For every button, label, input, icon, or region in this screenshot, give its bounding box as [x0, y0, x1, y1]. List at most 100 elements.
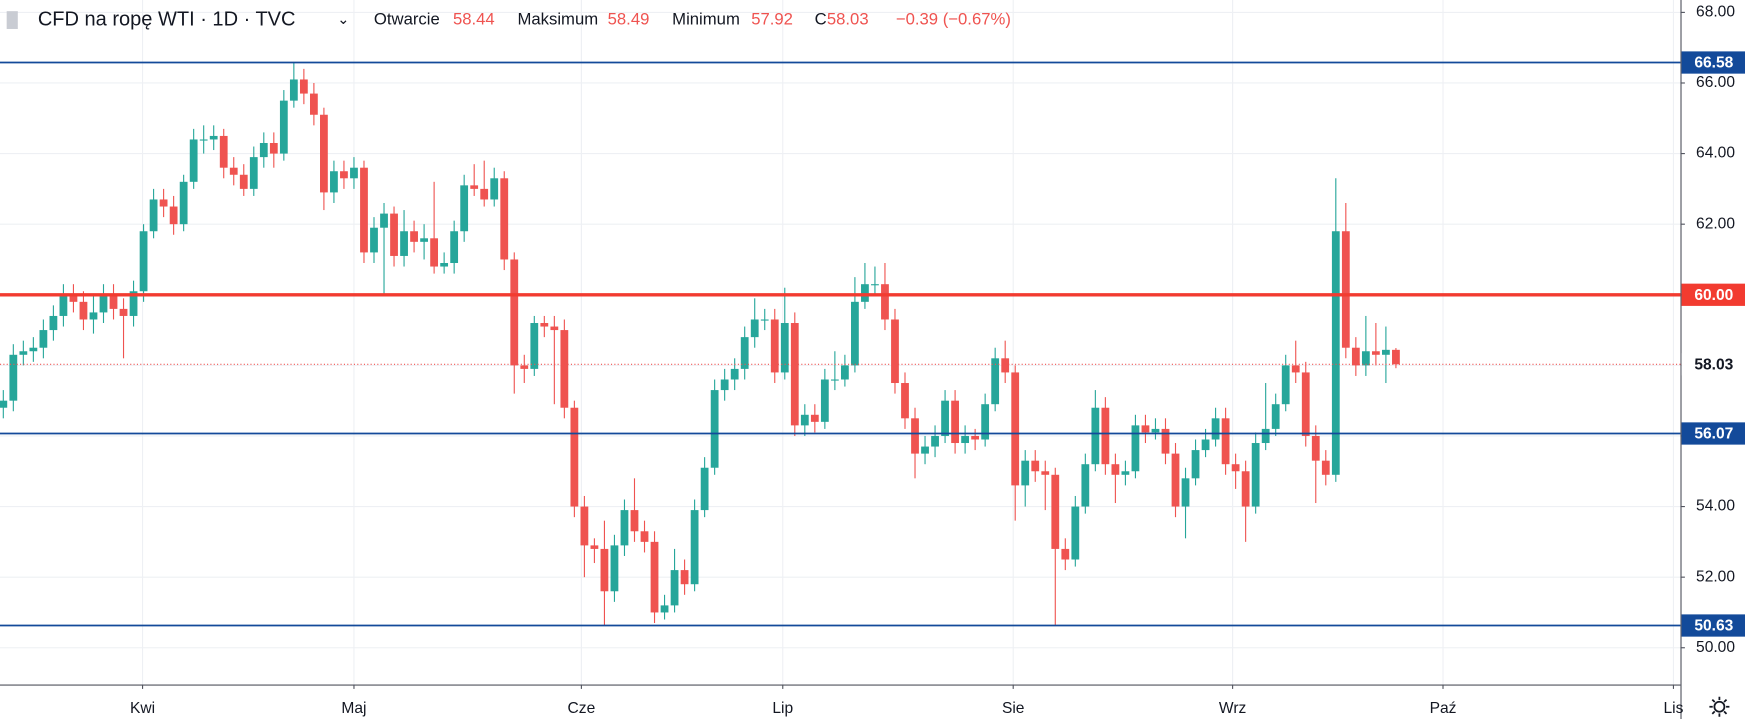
price-badge	[1681, 422, 1745, 445]
candle-body	[330, 171, 338, 193]
legend-value: 58.49	[608, 9, 650, 28]
candle-body	[1001, 358, 1010, 373]
candle-body	[340, 171, 348, 179]
candle-body	[9, 354, 18, 401]
candle-body	[1021, 460, 1030, 486]
candle-body	[1081, 464, 1090, 507]
candle-body	[1261, 428, 1270, 444]
candle-body	[550, 326, 559, 331]
candle-body	[830, 379, 839, 381]
candle-body	[350, 167, 358, 179]
price-badge	[1681, 614, 1745, 637]
candle-body	[600, 548, 609, 592]
candle-body	[269, 142, 278, 154]
candle-body	[19, 351, 28, 355]
candle-body	[1061, 548, 1070, 560]
candle-body	[530, 323, 539, 369]
candle-body	[500, 178, 509, 260]
candle-body	[279, 100, 288, 154]
axes: 50.0052.0054.0056.0058.0060.0062.0064.00…	[130, 4, 1745, 717]
candle-body	[1341, 231, 1350, 348]
candle-body	[690, 510, 699, 585]
candle-body	[840, 365, 849, 380]
candle-body	[590, 545, 599, 549]
gear-hub[interactable]	[1713, 700, 1726, 713]
candle-body	[1191, 450, 1200, 479]
candle-body	[169, 206, 178, 225]
candle-body	[420, 238, 428, 242]
legend-value: 57.92	[751, 9, 793, 28]
candle-body	[79, 301, 88, 320]
price-badge	[1681, 51, 1745, 74]
candle-body	[360, 167, 368, 253]
x-tick-label: Kwi	[130, 700, 155, 717]
candle-body	[179, 181, 188, 225]
candle-body	[570, 407, 579, 507]
candle-body	[1371, 351, 1380, 355]
candle-body	[400, 231, 408, 256]
candle-body	[189, 139, 198, 182]
candle-body	[1281, 365, 1290, 405]
symbol-icon	[6, 11, 18, 29]
candle-body	[790, 323, 799, 426]
legend-label: Minimum	[672, 9, 740, 28]
candle-body	[951, 400, 959, 444]
candle-body	[510, 259, 519, 366]
candle-body	[800, 414, 809, 426]
candle-body	[1181, 478, 1190, 507]
candle-body	[249, 157, 258, 189]
candle-body	[49, 315, 58, 331]
price-badge-label: 56.07	[1694, 426, 1733, 443]
price-badge	[1681, 283, 1745, 306]
candle-body	[1131, 425, 1140, 472]
candle-body	[1031, 460, 1040, 472]
candle-body	[520, 365, 529, 369]
candle-body	[1271, 404, 1280, 429]
candle-body	[159, 199, 168, 207]
candle-body	[911, 418, 919, 454]
candle-body	[380, 213, 388, 228]
legend-value: 58.44	[453, 9, 495, 28]
candle-body	[1301, 372, 1310, 436]
candle-body	[450, 231, 459, 264]
candle-body	[1331, 231, 1340, 475]
candle-body	[931, 435, 939, 447]
candle-body	[1101, 407, 1110, 465]
candle-body	[1011, 372, 1020, 486]
candle-body	[650, 541, 659, 613]
candle-body	[1091, 407, 1100, 465]
candle-body	[1241, 471, 1250, 507]
y-tick-label: 50.00	[1696, 639, 1735, 656]
candle-body	[69, 294, 78, 302]
candle-body	[1211, 418, 1220, 440]
legend-label: Maksimum	[517, 9, 598, 28]
current-price-badge	[1681, 353, 1745, 376]
candle-body	[1111, 464, 1120, 475]
candle-body	[139, 231, 148, 292]
dropdown-caret[interactable]: ⌄	[337, 12, 349, 28]
candle-body	[540, 323, 549, 327]
candle-body	[299, 79, 308, 94]
current-price-label: 58.03	[1694, 357, 1733, 374]
candle-body	[851, 301, 859, 366]
chart-title: CFD na ropę WTI · 1D · TVC	[38, 8, 296, 30]
candle-body	[630, 510, 639, 532]
candle-body	[1311, 435, 1320, 461]
candle-body	[370, 227, 378, 253]
candle-body	[640, 531, 649, 542]
y-tick-label: 52.00	[1696, 568, 1735, 585]
candle-body	[109, 294, 118, 309]
x-tick-label: Lip	[772, 700, 793, 717]
candle-body	[891, 319, 899, 384]
candle-body	[149, 199, 158, 232]
candle-body	[209, 135, 218, 140]
candle-body	[309, 93, 318, 115]
settings-icon[interactable]	[1709, 696, 1730, 717]
gear-teeth[interactable]	[1709, 696, 1730, 717]
candle-body	[0, 400, 8, 408]
candle-body	[490, 178, 499, 200]
candle-body	[410, 231, 418, 242]
x-tick-label: Cze	[568, 700, 596, 717]
